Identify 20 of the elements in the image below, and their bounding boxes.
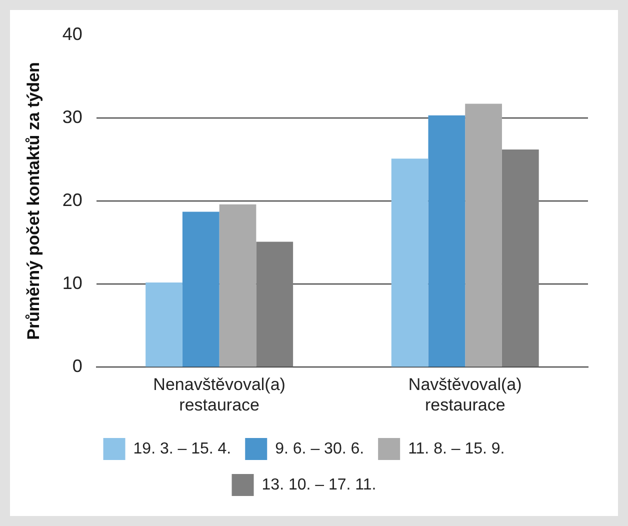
y-axis-title: Průměrný počet kontaktů za týden bbox=[24, 62, 43, 340]
y-tick-label: 0 bbox=[72, 356, 82, 376]
y-tick-label: 10 bbox=[62, 273, 82, 294]
y-tick-label: 30 bbox=[62, 106, 82, 127]
y-tick-label: 20 bbox=[62, 190, 82, 210]
legend-label: 13. 10. – 17. 11. bbox=[262, 476, 376, 494]
x-tick-label: Navštěvoval(a) restaurace bbox=[408, 375, 522, 414]
bar bbox=[428, 115, 466, 367]
y-tick-label: 40 bbox=[62, 24, 82, 44]
bar bbox=[182, 212, 220, 367]
legend-label: 19. 3. – 15. 4. bbox=[133, 440, 232, 458]
bar bbox=[391, 158, 428, 367]
x-tick-label: Nenavštěvoval(a) restaurace bbox=[153, 375, 286, 414]
bar bbox=[219, 204, 256, 367]
legend-label: 11. 8. – 15. 9. bbox=[408, 440, 505, 458]
legend-label: 9. 6. – 30. 6. bbox=[275, 440, 364, 458]
bar bbox=[256, 242, 294, 367]
bar bbox=[502, 149, 539, 367]
bar bbox=[146, 282, 182, 367]
bar bbox=[465, 104, 502, 367]
